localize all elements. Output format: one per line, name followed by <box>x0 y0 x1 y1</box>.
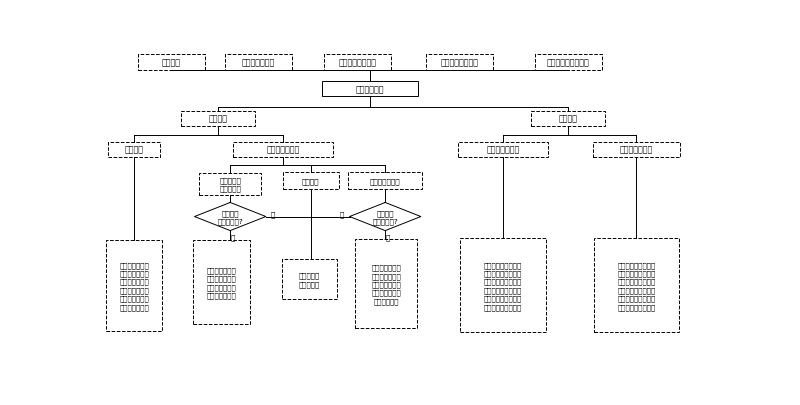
Text: 涡轮增压内燃机: 涡轮增压内燃机 <box>486 145 520 154</box>
Text: 提前开启排气门
提前开启进气门
增加进气门升程
推迟关闭进气门: 提前开启排气门 提前开启进气门 增加进气门升程 推迟关闭进气门 <box>206 266 236 298</box>
Text: 离合器位置信号: 离合器位置信号 <box>242 58 274 67</box>
FancyBboxPatch shape <box>225 55 291 70</box>
Text: 上止点前开启进气门
上止点前关闭进气门
上止点后开启进气门
上止点后关闭进气门
下止点前开启排气门
下止点后关闭排气门: 上止点前开启进气门 上止点前关闭进气门 上止点后开启进气门 上止点后关闭进气门 … <box>617 262 655 310</box>
FancyBboxPatch shape <box>324 55 390 70</box>
FancyBboxPatch shape <box>426 55 493 70</box>
FancyBboxPatch shape <box>106 241 162 331</box>
FancyBboxPatch shape <box>234 143 333 158</box>
FancyBboxPatch shape <box>181 111 255 126</box>
Text: 运行状态判断: 运行状态判断 <box>355 85 384 94</box>
Text: 推迟开启排气门
减小排气门升程
提前关闭排气门
提前开启进气门
增加进气门升程
提前关闭进气门: 推迟开启排气门 减小排气门升程 提前关闭排气门 提前开启进气门 增加进气门升程 … <box>119 262 149 310</box>
Text: 上止点前开启排气门
上止点前关闭排气门
上止点后开启排气门
上止点后关闭排气门
下止点前开启进气门
下止点后关闭进气门: 上止点前开启排气门 上止点前关闭排气门 上止点后开启排气门 上止点后关闭排气门 … <box>484 262 522 310</box>
FancyBboxPatch shape <box>199 173 262 195</box>
FancyBboxPatch shape <box>594 239 679 333</box>
Text: 涡轮增压内燃机: 涡轮增压内燃机 <box>266 145 299 154</box>
FancyBboxPatch shape <box>460 239 546 333</box>
Text: 自然吸气内燃机: 自然吸气内燃机 <box>620 145 653 154</box>
FancyBboxPatch shape <box>282 259 338 300</box>
Text: 增压压力
低于设定值?: 增压压力 低于设定值? <box>218 209 243 224</box>
Text: 增压压力
高于设定值?: 增压压力 高于设定值? <box>372 209 398 224</box>
FancyBboxPatch shape <box>193 241 250 324</box>
FancyBboxPatch shape <box>458 143 548 158</box>
Text: 是: 是 <box>231 233 235 240</box>
FancyBboxPatch shape <box>348 173 422 190</box>
FancyBboxPatch shape <box>531 111 606 126</box>
FancyBboxPatch shape <box>355 240 418 328</box>
Text: 低速大扭矩
或加速工况: 低速大扭矩 或加速工况 <box>219 177 241 192</box>
Text: 转速信号: 转速信号 <box>162 58 181 67</box>
FancyBboxPatch shape <box>283 173 338 190</box>
Text: 否: 否 <box>271 211 275 218</box>
Text: 否: 否 <box>340 211 344 218</box>
Text: 推迟开启排气门
提前开启进气门
降低进气门升程
提前关闭进气门
打开冷却气阀: 推迟开启排气门 提前开启进气门 降低进气门升程 提前关闭进气门 打开冷却气阀 <box>371 264 402 304</box>
FancyBboxPatch shape <box>593 143 680 158</box>
FancyBboxPatch shape <box>322 82 418 97</box>
Text: 驱动模式: 驱动模式 <box>208 114 227 123</box>
Text: 微调系统初
始控制参数: 微调系统初 始控制参数 <box>299 272 320 287</box>
FancyBboxPatch shape <box>108 143 161 158</box>
FancyBboxPatch shape <box>138 55 205 70</box>
Text: 高速高负荷工况: 高速高负荷工况 <box>370 178 401 184</box>
Text: 启动工况: 启动工况 <box>125 145 144 154</box>
Text: 制动模式: 制动模式 <box>558 114 578 123</box>
FancyBboxPatch shape <box>534 55 602 70</box>
Text: 是: 是 <box>386 233 390 240</box>
Text: 环境压力和温度信号: 环境压力和温度信号 <box>546 58 590 67</box>
Text: 制动踏板位置信号: 制动踏板位置信号 <box>441 58 478 67</box>
Text: 油门踏板位置信号: 油门踏板位置信号 <box>338 58 376 67</box>
Text: 其他工况: 其他工况 <box>302 178 319 184</box>
